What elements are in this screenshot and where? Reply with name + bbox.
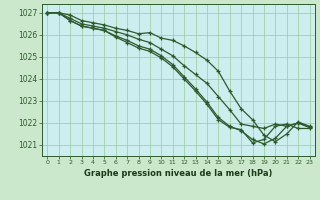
X-axis label: Graphe pression niveau de la mer (hPa): Graphe pression niveau de la mer (hPa) [84,169,273,178]
